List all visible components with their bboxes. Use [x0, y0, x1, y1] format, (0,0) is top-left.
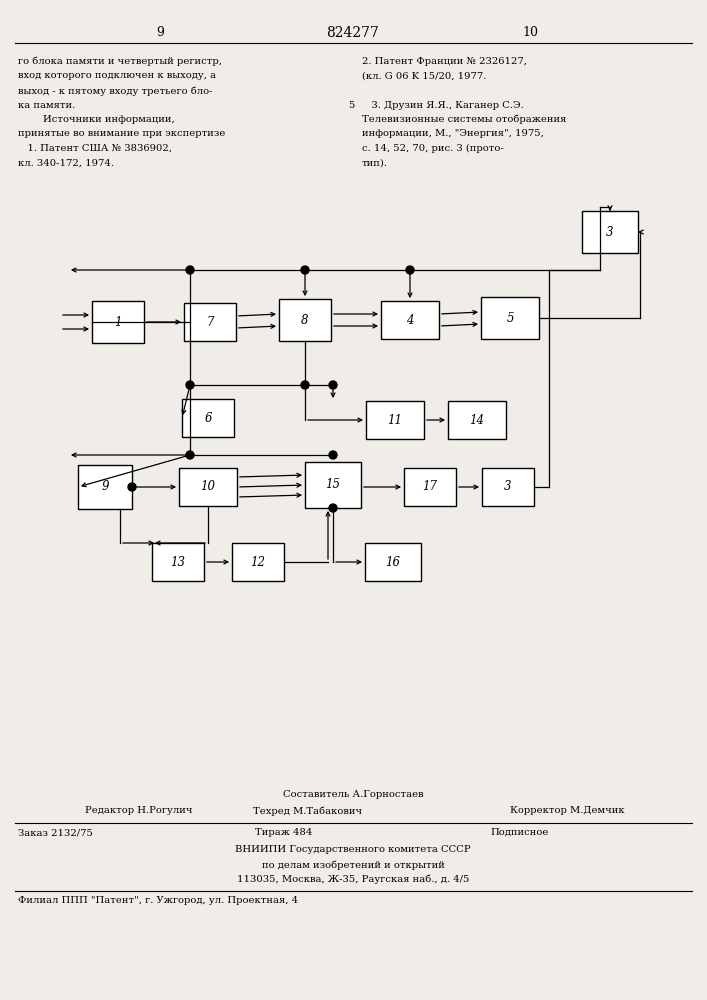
Text: Редактор Н.Рогулич: Редактор Н.Рогулич	[85, 806, 192, 815]
Bar	[279, 299, 331, 341]
Text: 10: 10	[522, 26, 538, 39]
Text: (кл. G 06 K 15/20, 1977.: (кл. G 06 K 15/20, 1977.	[362, 72, 486, 81]
Text: с. 14, 52, 70, рис. 3 (прото-: с. 14, 52, 70, рис. 3 (прото-	[362, 144, 504, 153]
Circle shape	[128, 483, 136, 491]
Text: ка памяти.: ка памяти.	[18, 101, 75, 109]
Text: 3: 3	[504, 481, 512, 493]
Circle shape	[186, 381, 194, 389]
Bar	[305, 462, 361, 508]
Circle shape	[301, 381, 309, 389]
Bar	[182, 399, 234, 437]
Text: 6: 6	[204, 412, 212, 424]
Bar	[404, 468, 456, 506]
Bar	[482, 468, 534, 506]
Text: 11: 11	[387, 414, 402, 426]
Bar	[582, 211, 638, 253]
Circle shape	[329, 451, 337, 459]
Text: 13: 13	[170, 556, 185, 568]
Text: 8: 8	[301, 314, 309, 326]
Text: 824277: 824277	[327, 26, 380, 40]
Text: 3: 3	[606, 226, 614, 238]
Bar	[92, 301, 144, 343]
Text: Составитель А.Горностаев: Составитель А.Горностаев	[283, 790, 423, 799]
Text: Источники информации,: Источники информации,	[18, 115, 175, 124]
Text: Техред М.Табакович: Техред М.Табакович	[253, 806, 362, 816]
Text: Заказ 2132/75: Заказ 2132/75	[18, 828, 93, 837]
Text: 16: 16	[385, 556, 400, 568]
Circle shape	[186, 266, 194, 274]
Circle shape	[406, 266, 414, 274]
Text: 9: 9	[101, 481, 109, 493]
Text: Корректор М.Демчик: Корректор М.Демчик	[510, 806, 624, 815]
Bar	[232, 543, 284, 581]
Text: 113035, Москва, Ж-35, Раугская наб., д. 4/5: 113035, Москва, Ж-35, Раугская наб., д. …	[237, 874, 469, 884]
Text: принятые во внимание при экспертизе: принятые во внимание при экспертизе	[18, 129, 226, 138]
Text: 12: 12	[250, 556, 266, 568]
Text: го блока памяти и четвертый регистр,: го блока памяти и четвертый регистр,	[18, 57, 222, 66]
Text: Филиал ППП "Патент", г. Ужгород, ул. Проектная, 4: Филиал ППП "Патент", г. Ужгород, ул. Про…	[18, 896, 298, 905]
Bar	[78, 465, 132, 509]
Bar	[448, 401, 506, 439]
Circle shape	[329, 504, 337, 512]
Text: Телевизионные системы отображения: Телевизионные системы отображения	[362, 115, 566, 124]
Text: 1: 1	[115, 316, 122, 328]
Circle shape	[301, 266, 309, 274]
Bar	[152, 543, 204, 581]
Bar	[481, 297, 539, 339]
Text: ВНИИПИ Государственного комитета СССР: ВНИИПИ Государственного комитета СССР	[235, 845, 471, 854]
Text: 15: 15	[325, 479, 341, 491]
Text: информации, М., "Энергия", 1975,: информации, М., "Энергия", 1975,	[362, 129, 544, 138]
Text: тип).: тип).	[362, 158, 388, 167]
Text: 14: 14	[469, 414, 484, 426]
Text: 5: 5	[506, 312, 514, 324]
Text: 7: 7	[206, 316, 214, 328]
Text: 5: 5	[349, 101, 355, 109]
Text: выход - к пятому входу третьего бло-: выход - к пятому входу третьего бло-	[18, 86, 213, 96]
Text: по делам изобретений и открытий: по делам изобретений и открытий	[262, 860, 445, 869]
Bar	[365, 543, 421, 581]
Circle shape	[186, 451, 194, 459]
Bar	[184, 303, 236, 341]
Text: 10: 10	[201, 481, 216, 493]
Text: 2. Патент Франции № 2326127,: 2. Патент Франции № 2326127,	[362, 57, 527, 66]
Text: Тираж 484: Тираж 484	[255, 828, 312, 837]
Text: 4: 4	[407, 314, 414, 326]
Text: вход которого подключен к выходу, а: вход которого подключен к выходу, а	[18, 72, 216, 81]
Text: 1. Патент США № 3836902,: 1. Патент США № 3836902,	[18, 144, 172, 153]
Text: 9: 9	[156, 26, 164, 39]
Text: 17: 17	[423, 481, 438, 493]
Text: кл. 340-172, 1974.: кл. 340-172, 1974.	[18, 158, 114, 167]
Text: 3. Друзин Я.Я., Каганер С.Э.: 3. Друзин Я.Я., Каганер С.Э.	[362, 101, 524, 109]
Circle shape	[329, 381, 337, 389]
Bar	[179, 468, 237, 506]
Bar	[366, 401, 424, 439]
Text: Подписное: Подписное	[490, 828, 549, 837]
Bar	[381, 301, 439, 339]
